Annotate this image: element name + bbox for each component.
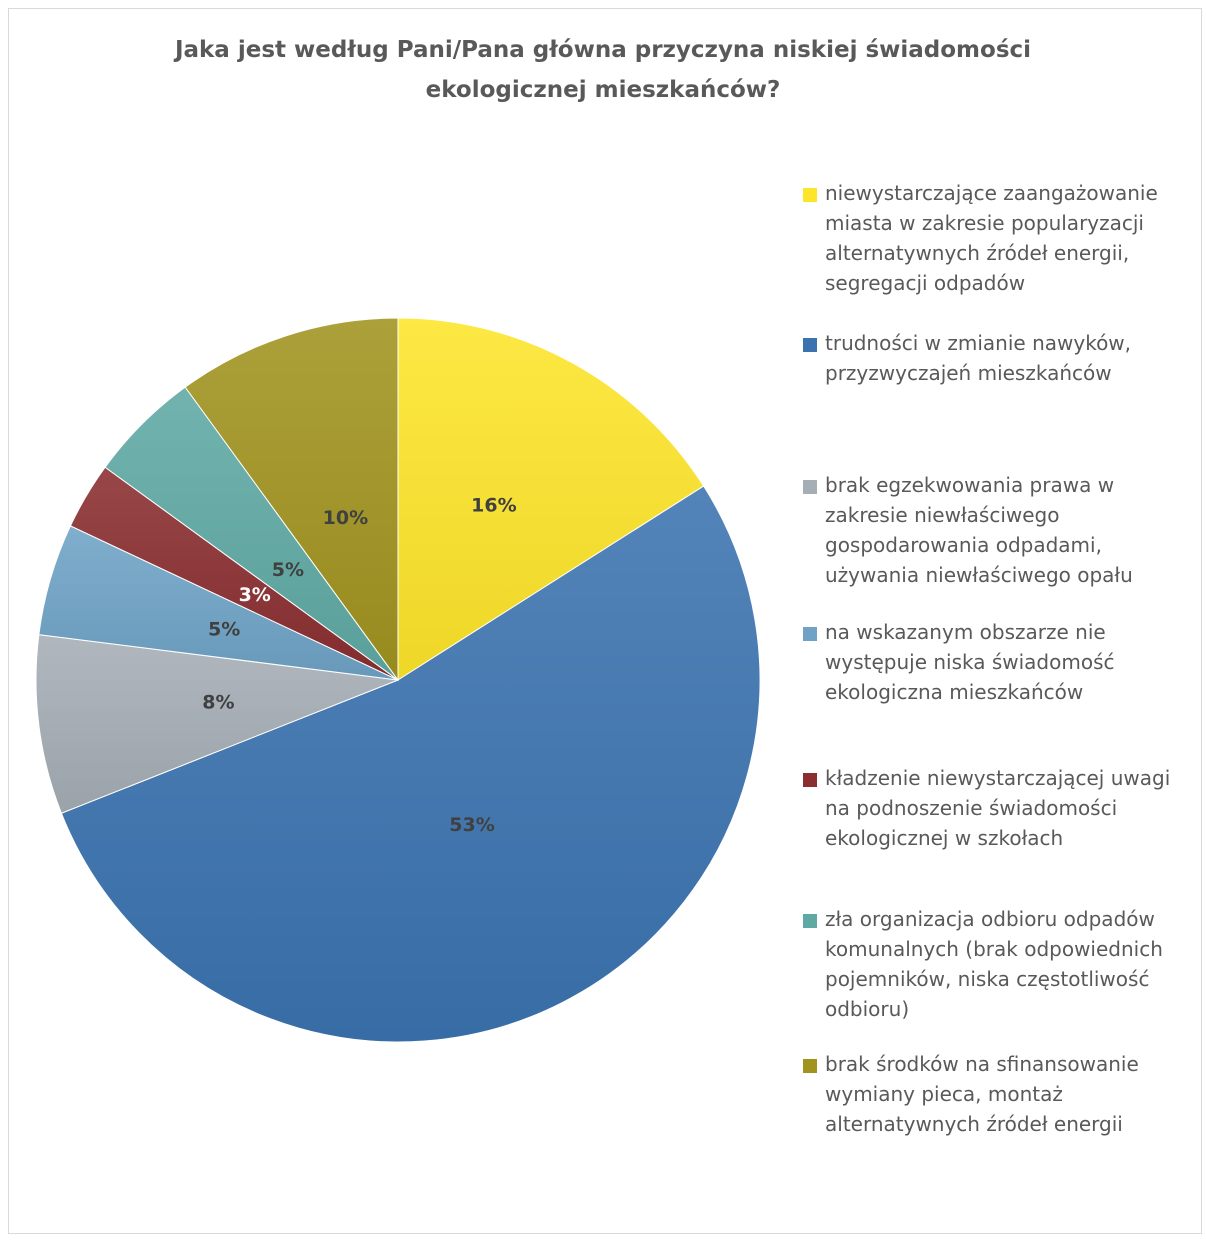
pie-slice-7 [184, 317, 399, 682]
pie-slice-3 [35, 634, 399, 814]
legend-label: kładzenie niewystarczającej uwagi na pod… [825, 766, 1171, 850]
legend-label: brak środków na sfinansowanie wymiany pi… [825, 1052, 1139, 1136]
chart-title: Jaka jest według Pani/Pana główna przycz… [174, 37, 1032, 103]
pie-slice-2 [60, 485, 761, 1043]
data-label-6: 5% [272, 559, 304, 581]
data-label-1: 16% [471, 495, 516, 517]
data-label-7: 10% [323, 507, 368, 529]
pie-data-labels: 16%53%8%5%3%5%10% [202, 495, 516, 837]
pie-slices [35, 317, 761, 1043]
legend-label: na wskazanym obszarze nie występuje nisk… [825, 620, 1115, 704]
data-label-3: 8% [202, 692, 234, 714]
data-label-2: 53% [449, 814, 494, 836]
legend-swatch [803, 338, 817, 352]
legend-swatch [803, 627, 817, 641]
legend-label: brak egzekwowania prawa w zakresie niewł… [825, 473, 1133, 587]
legend-swatch [803, 1059, 817, 1073]
legend-swatch [803, 188, 817, 202]
legend-label: niewystarczające zaangażowanie miasta w … [825, 181, 1158, 295]
pie-slice-1 [397, 317, 705, 681]
legend-swatch [803, 773, 817, 787]
legend-label: trudności w zmianie nawyków, przyzwyczaj… [825, 331, 1132, 385]
data-label-5: 3% [239, 584, 271, 606]
legend-swatch [803, 914, 817, 928]
legend-label: zła organizacja odbioru odpadów komunaln… [825, 907, 1163, 1021]
legend-swatch [803, 480, 817, 494]
legend: niewystarczające zaangażowanie miasta w … [803, 0, 1203, 1240]
data-label-4: 5% [208, 619, 240, 641]
